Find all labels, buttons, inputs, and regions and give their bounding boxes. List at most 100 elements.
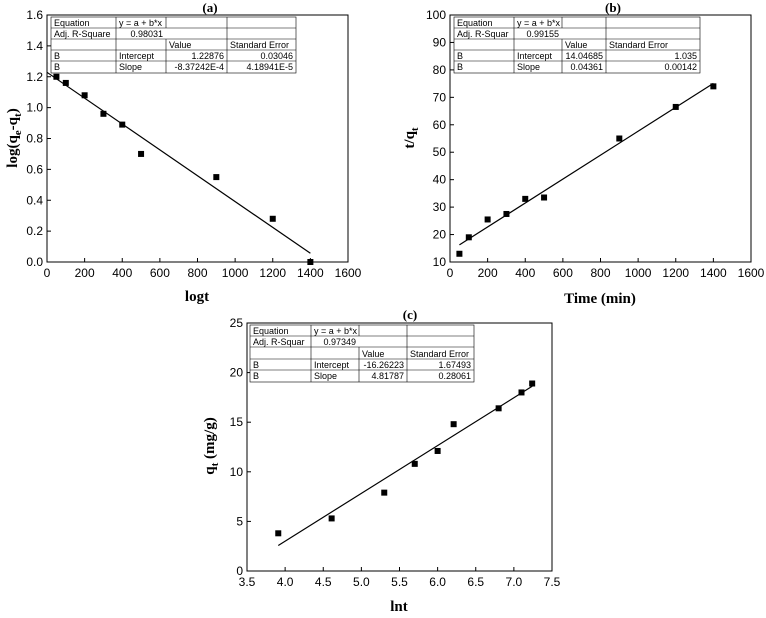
data-point (307, 259, 314, 265)
table-a-intercept-label: Intercept (119, 51, 155, 61)
table-b-slope-label: Slope (517, 62, 540, 72)
y-tick-label: 15 (230, 415, 244, 429)
table-a-slope-error: 4.18941E-5 (246, 62, 293, 72)
table-b-slope-value: 0.04361 (570, 62, 603, 72)
x-tick-label: 200 (75, 266, 95, 280)
x-tick-label: 600 (553, 266, 573, 280)
chart-c-y-ticks: 0 5 10 15 20 25 (230, 316, 251, 578)
x-tick-label: 1600 (738, 266, 765, 280)
chart-c-y-axis-label: qt (mg/g) (202, 417, 221, 474)
data-point (529, 380, 536, 387)
data-point (522, 195, 529, 202)
table-c-stderr-header: Standard Error (410, 349, 469, 359)
table-a-intercept-value: 1.22876 (191, 51, 224, 61)
chart-c-marks (275, 380, 536, 546)
table-b-value-header: Value (565, 40, 587, 50)
data-point (616, 135, 623, 142)
table-c-slope-error: 0.28061 (438, 371, 471, 381)
chart-c-x-ticks: 3.5 4.0 4.5 5.0 5.5 6.0 6.5 7.0 7.5 (239, 567, 561, 589)
chart-b-y-ticks: 10 20 30 40 50 60 70 80 90 100 (426, 8, 454, 269)
chart-b-y-axis-label: t/qt (402, 127, 421, 149)
y-tick-label: 90 (433, 35, 447, 49)
data-point (450, 421, 457, 428)
table-b-r2-label: Adj. R-Squar (457, 29, 509, 39)
y-tick-label: 70 (433, 90, 447, 104)
table-c-value-header: Value (362, 349, 384, 359)
table-c-row5-param: B (253, 371, 259, 381)
y-tick-label: 30 (433, 200, 447, 214)
chart-a: (a) 0 200 400 600 800 1000 1200 1400 1600 0.0 0.2… (5, 0, 362, 305)
table-c-row4-param: B (253, 360, 259, 370)
data-point (81, 92, 88, 99)
data-point (541, 194, 548, 201)
x-tick-label: 800 (590, 266, 610, 280)
x-tick-label: 5.5 (391, 575, 408, 589)
chart-a-x-ticks: 0 200 400 600 800 1000 1200 1400 1600 (44, 258, 362, 280)
data-point (495, 405, 502, 412)
chart-a-y-axis-label: log(qe-qt) (5, 108, 24, 167)
x-tick-label: 0 (44, 266, 51, 280)
table-b-row4-param: B (457, 51, 463, 61)
data-point (484, 216, 491, 223)
table-a-row5-param: B (54, 62, 60, 72)
chart-a-title: (a) (202, 0, 217, 15)
y-tick-label: 0.4 (26, 193, 43, 207)
table-a-slope-label: Slope (119, 62, 142, 72)
data-point (456, 250, 463, 257)
table-a-equation-label: Equation (54, 18, 90, 28)
data-point (62, 79, 69, 86)
data-point (710, 83, 717, 90)
x-tick-label: 1600 (335, 266, 362, 280)
chart-a-y-ticks: 0.0 0.2 0.4 0.6 0.8 1.0 1.2 1.4 1.6 (26, 8, 51, 269)
x-tick-label: 600 (150, 266, 170, 280)
y-tick-label: 0.6 (26, 162, 43, 176)
table-c-intercept-value: -16.26223 (363, 360, 404, 370)
table-b-equation-label: Equation (457, 18, 493, 28)
table-c-equation-value: y = a + b*x (314, 326, 358, 336)
y-tick-label: 40 (433, 173, 447, 187)
table-b-stderr-header: Standard Error (609, 40, 668, 50)
data-point (672, 103, 679, 110)
data-point (138, 150, 145, 157)
table-a-equation-value: y = a + b*x (119, 18, 163, 28)
y-tick-label: 0.8 (26, 132, 43, 146)
chart-b-x-axis-label: Time (min) (564, 291, 636, 307)
table-b-intercept-value: 14.04685 (565, 51, 603, 61)
x-tick-label: 4.5 (315, 575, 332, 589)
data-point (503, 210, 510, 217)
y-tick-label: 50 (433, 145, 447, 159)
chart-a-marks (46, 71, 314, 265)
y-tick-label: 20 (433, 228, 447, 242)
fit-line (46, 71, 311, 254)
chart-a-fit-table: Equation y = a + b*x Adj. R-Square 0.980… (50, 16, 297, 74)
table-b-row5-param: B (457, 62, 463, 72)
x-tick-label: 7.0 (506, 575, 523, 589)
x-tick-label: 1000 (625, 266, 652, 280)
y-tick-label: 5 (236, 514, 243, 528)
chart-b-fit-table: Equation y = a + b*x Adj. R-Squar 0.9915… (453, 16, 701, 74)
table-b-equation-value: y = a + b*x (517, 18, 561, 28)
table-c-slope-value: 4.81787 (371, 371, 404, 381)
table-a-stderr-header: Standard Error (230, 40, 289, 50)
data-point (411, 460, 418, 467)
table-a-r2-value: 0.98031 (130, 29, 163, 39)
x-tick-label: 7.5 (544, 575, 561, 589)
y-tick-label: 1.4 (26, 39, 43, 53)
data-point (465, 234, 472, 241)
x-tick-label: 1000 (222, 266, 249, 280)
chart-c: (c) 3.5 4.0 4.5 5.0 5.5 6.0 6.5 7.0 7.5 0 5 10 15 20… (202, 307, 561, 615)
data-point (275, 530, 282, 537)
y-tick-label: 10 (230, 465, 244, 479)
chart-b: (b) 0 200 400 600 800 1000 1200 1400 1600 10 20 30… (402, 0, 765, 307)
x-tick-label: 1200 (259, 266, 286, 280)
x-tick-label: 800 (187, 266, 207, 280)
data-point (328, 515, 335, 522)
y-tick-label: 1.6 (26, 8, 43, 22)
data-point (381, 489, 388, 496)
table-a-intercept-error: 0.03046 (260, 51, 293, 61)
fit-line (277, 385, 533, 546)
table-b-r2-value: 0.99155 (526, 29, 559, 39)
y-tick-label: 0 (236, 564, 243, 578)
chart-b-title: (b) (605, 0, 621, 15)
